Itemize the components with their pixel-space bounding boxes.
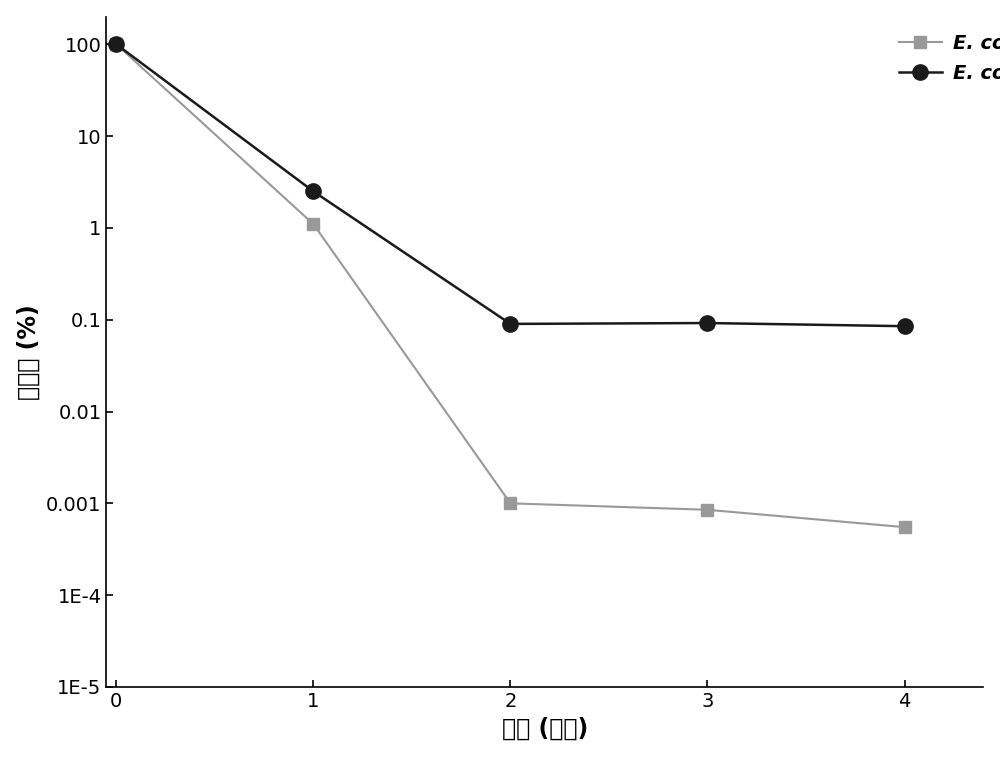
Legend:   ,   : , (891, 26, 974, 91)
Text: E. coli: E. coli (953, 64, 1000, 83)
Text: E. coli: E. coli (953, 34, 1000, 53)
Y-axis label: 存活率 (%): 存活率 (%) (17, 304, 41, 400)
X-axis label: 时间 (小时): 时间 (小时) (502, 716, 588, 740)
